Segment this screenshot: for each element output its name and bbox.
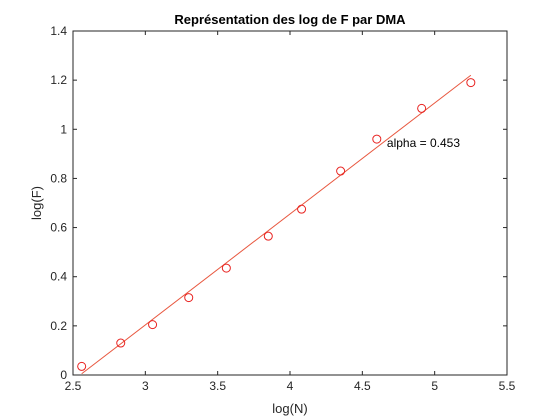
y-tick-label: 0.4 xyxy=(50,270,67,284)
y-tick-label: 0.2 xyxy=(50,319,67,333)
x-axis-label: log(N) xyxy=(272,401,307,416)
plot-area-frame xyxy=(72,30,508,376)
data-point xyxy=(221,263,231,273)
x-tick-label: 2.5 xyxy=(65,379,82,393)
alpha-annotation: alpha = 0.453 xyxy=(387,136,460,150)
fit-line-layer xyxy=(81,74,472,375)
y-axis-tick-labels: 0 0.2 0.4 0.6 0.8 1 1.2 1.4 xyxy=(50,24,67,382)
x-tick-label: 4 xyxy=(287,379,294,393)
data-point xyxy=(77,361,87,371)
axis-ticks xyxy=(72,30,508,376)
data-point xyxy=(148,320,158,330)
y-tick-label: 0.6 xyxy=(50,221,67,235)
y-axis-label: log(F) xyxy=(29,186,44,220)
fit-line xyxy=(81,74,472,375)
data-point xyxy=(297,204,307,214)
data-point xyxy=(466,78,476,88)
data-point xyxy=(184,293,194,303)
x-tick-label: 5 xyxy=(431,379,438,393)
x-tick-label: 4.5 xyxy=(354,379,371,393)
y-tick-label: 1 xyxy=(60,122,67,136)
data-point xyxy=(263,231,273,241)
y-tick-label: 1.4 xyxy=(50,24,67,38)
data-point xyxy=(417,103,427,113)
data-point xyxy=(372,134,382,144)
data-point xyxy=(336,166,346,176)
annotation-layer: alpha = 0.453 xyxy=(387,136,460,150)
chart-title: Représentation des log de F par DMA xyxy=(174,12,406,27)
data-points-layer xyxy=(77,78,476,371)
y-tick-label: 1.2 xyxy=(50,73,67,87)
data-point xyxy=(116,338,126,348)
x-tick-label: 3 xyxy=(142,379,149,393)
x-tick-label: 5.5 xyxy=(499,379,516,393)
y-tick-label: 0 xyxy=(60,368,67,382)
x-axis-tick-labels: 2.5 3 3.5 4 4.5 5 5.5 xyxy=(65,379,516,393)
y-tick-label: 0.8 xyxy=(50,171,67,185)
x-tick-label: 3.5 xyxy=(209,379,226,393)
